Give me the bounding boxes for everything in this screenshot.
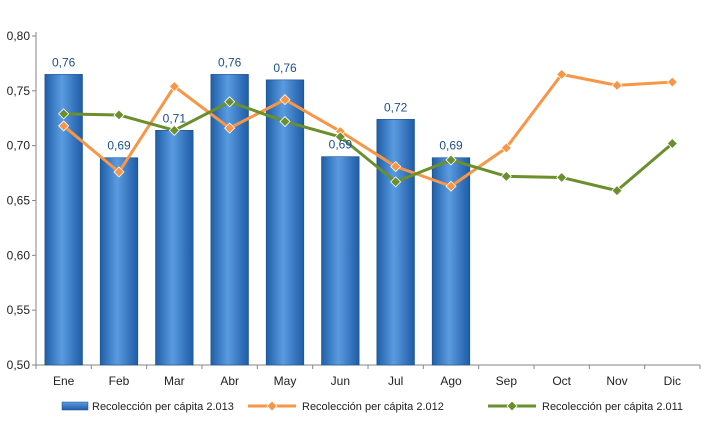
x-tick-label: Mar — [164, 374, 185, 388]
legend-item-2013: Recolección per cápita 2.013 — [61, 401, 234, 413]
series-2012-point — [224, 122, 236, 134]
x-tick-label: Nov — [606, 374, 627, 388]
series-2011-point — [279, 115, 291, 128]
series-2011-point — [224, 96, 236, 108]
series-2011-point — [556, 171, 568, 184]
x-tick-label: Oct — [552, 374, 571, 388]
bar-feb — [99, 157, 139, 366]
axes-layer: 0,50 0,55 0,60 0,65 0,70 0,75 0,80 Ene Feb Mar Abr… — [7, 29, 701, 388]
data-labels-layer: 0,76 0,69 0,71 0,76 0,76 0,69 0,72 0,69 — [52, 55, 463, 152]
data-label: 0,71 — [163, 111, 187, 125]
series-2011-point — [666, 137, 678, 150]
legend-item-2011: Recolección per cápita 2.011 — [488, 400, 683, 413]
y-tick-label: 0,80 — [7, 29, 31, 43]
data-label: 0,69 — [107, 139, 131, 153]
data-label: 0,69 — [329, 138, 353, 152]
series-2011-point — [611, 185, 623, 197]
legend-label: Recolección per cápita 2.013 — [92, 401, 234, 413]
legend-label: Recolección per cápita 2.012 — [302, 401, 444, 413]
x-tick-label: Jul — [388, 374, 403, 388]
series-2011-point — [113, 109, 125, 121]
y-tick-label: 0,55 — [7, 303, 31, 317]
series-2012-point — [666, 76, 678, 88]
series-2011-point — [334, 131, 346, 143]
series-2012-point — [500, 142, 512, 154]
data-label: 0,76 — [218, 55, 242, 69]
series-2012-point — [611, 79, 623, 91]
legend-label: Recolección per cápita 2.011 — [542, 401, 683, 413]
data-label: 0,72 — [384, 100, 408, 114]
series-2012-point — [113, 166, 125, 178]
x-tick-label: Ene — [53, 374, 75, 388]
bar-jun — [321, 156, 360, 366]
legend: Recolección per cápita 2.013 Recolección … — [61, 400, 683, 413]
y-tick-label: 0,70 — [7, 139, 31, 153]
legend-swatch-marker — [266, 400, 278, 412]
bars-layer — [44, 74, 471, 366]
bar-ago — [431, 157, 471, 366]
lines-layer — [58, 68, 678, 197]
x-tick-label: Dic — [664, 374, 681, 388]
bar-may — [265, 79, 305, 366]
data-label: 0,76 — [273, 61, 297, 75]
legend-item-2012: Recolección per cápita 2.012 — [248, 400, 444, 413]
data-label: 0,76 — [52, 55, 76, 69]
data-label: 0,69 — [439, 139, 463, 153]
series-2011-point — [390, 176, 402, 188]
series-2012-point — [58, 120, 70, 132]
series-2012-point — [279, 94, 291, 106]
series-2012-point — [168, 80, 180, 93]
bar-jul — [376, 119, 415, 366]
legend-swatch-marker — [506, 400, 518, 412]
series-2011-point — [168, 124, 180, 136]
series-2011-point — [500, 170, 512, 182]
bar-mar — [155, 130, 194, 366]
x-tick-label: Sep — [496, 374, 518, 388]
series-2012-point — [390, 160, 402, 173]
x-tick-label: Ago — [440, 374, 462, 388]
series-2012-line — [62, 72, 673, 188]
x-tick-label: Jun — [331, 374, 350, 388]
x-tick-label: May — [274, 374, 297, 388]
series-2011-line — [63, 100, 674, 193]
series-2012-point — [445, 180, 457, 192]
series-2011-point — [445, 154, 457, 166]
y-tick-label: 0,60 — [7, 248, 31, 262]
y-tick-label: 0,65 — [7, 194, 31, 208]
x-tick-label: Abr — [220, 374, 239, 388]
x-tick-label: Feb — [109, 374, 130, 388]
y-tick-label: 0,50 — [7, 358, 31, 372]
y-tick-label: 0,75 — [7, 84, 31, 98]
series-2011-point — [58, 108, 70, 120]
legend-swatch-bar — [61, 401, 89, 411]
series-2012-point — [556, 68, 568, 80]
